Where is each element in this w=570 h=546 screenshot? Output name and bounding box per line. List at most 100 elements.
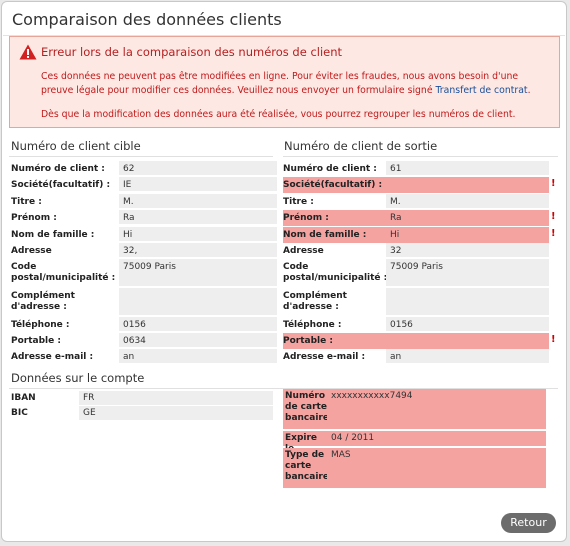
- account-source-label: Type de carte bancaire: [285, 450, 329, 482]
- source-field-value: M.: [386, 194, 549, 208]
- source-field-label: Titre :: [283, 197, 314, 207]
- target-field-value: 62: [119, 161, 277, 175]
- target-field-label: Code postal/municipalité :: [11, 262, 116, 283]
- source-field-value: 0156: [386, 317, 549, 331]
- error-box: Erreur lors de la comparaison des numéro…: [9, 36, 560, 128]
- source-field-value: Hi: [386, 227, 549, 241]
- account-target-value: FR: [79, 391, 273, 405]
- source-field-row: Numéro de client : 61: [283, 161, 549, 177]
- source-field-value: [386, 333, 549, 347]
- account-target-label: BIC: [11, 408, 28, 418]
- warning-icon: [19, 44, 37, 60]
- account-target-value: GE: [79, 406, 273, 420]
- target-field-value: 32,: [119, 243, 277, 257]
- target-field-value: 0634: [119, 333, 277, 347]
- source-field-value: 75009 Paris: [386, 259, 549, 286]
- source-field-row: Code postal/municipalité :75009 Paris: [283, 259, 549, 288]
- target-field-value: an: [119, 349, 277, 363]
- source-field-label: Société(facultatif) :: [283, 180, 383, 190]
- target-field-value: [119, 288, 277, 315]
- source-field-label: Complément d'adresse :: [283, 291, 347, 312]
- source-field-row: Adresse e-mail : an: [283, 349, 549, 365]
- target-field-row: Titre : M.: [11, 194, 277, 210]
- account-target-row: IBAN FR: [11, 391, 273, 406]
- source-field-value: [386, 177, 549, 191]
- error-message-end: .: [527, 84, 531, 96]
- target-field-value: M.: [119, 194, 277, 208]
- target-field-label: Adresse: [11, 246, 52, 256]
- target-field-label: Numéro de client :: [11, 164, 105, 174]
- account-source-value: xxxxxxxxxxx7494: [327, 389, 546, 428]
- target-field-label: Société(facultatif) :: [11, 180, 111, 190]
- target-field-label: Titre :: [11, 197, 42, 207]
- account-source-row: Numéro de carte bancaire xxxxxxxxxxx7494: [283, 389, 546, 429]
- target-field-label: Portable :: [11, 336, 61, 346]
- source-field-label: Code postal/municipalité :: [283, 262, 388, 283]
- source-field-label: Portable :: [283, 336, 333, 346]
- target-field-label: Adresse e-mail :: [11, 352, 94, 362]
- target-field-row: Numéro de client : 62: [11, 161, 277, 177]
- source-field-row: Complément d'adresse :: [283, 288, 549, 317]
- source-field-value: 32: [386, 243, 549, 257]
- source-heading: Numéro de client de sortie: [284, 139, 438, 153]
- source-field-row: Titre : M.: [283, 194, 549, 210]
- title-divider: [3, 35, 565, 36]
- target-field-value: Hi: [119, 227, 277, 241]
- target-field-row: Prénom : Ra: [11, 210, 277, 226]
- source-field-row: Portable :!: [283, 333, 556, 349]
- source-field-value: 61: [386, 161, 549, 175]
- account-source-row: Expire le04 / 2011: [283, 431, 546, 454]
- source-field-label: Téléphone :: [283, 320, 342, 330]
- dialog-title: Comparaison des données clients: [12, 10, 282, 29]
- account-source-label: Numéro de carte bancaire: [285, 391, 329, 423]
- target-field-row: Portable : 0634: [11, 333, 277, 349]
- account-divider: [9, 388, 558, 389]
- target-field-row: Nom de famille : Hi: [11, 227, 277, 243]
- source-field-row: Téléphone : 0156: [283, 317, 549, 333]
- error-message: Ces données ne peuvent pas être modifiée…: [41, 70, 553, 97]
- target-field-label: Nom de famille :: [11, 230, 95, 240]
- target-field-value: Ra: [119, 210, 277, 224]
- source-field-row: Nom de famille : Hi!: [283, 227, 556, 243]
- account-heading: Données sur le compte: [11, 371, 145, 385]
- source-field-value: an: [386, 349, 549, 363]
- target-field-row: Adresse e-mail : an: [11, 349, 277, 365]
- target-field-label: Prénom :: [11, 213, 57, 223]
- source-field-label: Prénom :: [283, 213, 329, 223]
- target-field-row: Téléphone : 0156: [11, 317, 277, 333]
- contract-transfer-link[interactable]: Transfert de contrat: [435, 84, 528, 96]
- target-divider: [9, 156, 273, 157]
- source-field-label: Nom de famille :: [283, 230, 367, 240]
- source-field-value: [386, 288, 549, 315]
- source-field-row: Adresse 32: [283, 243, 549, 259]
- mismatch-icon: !: [551, 334, 556, 345]
- error-title: Erreur lors de la comparaison des numéro…: [41, 45, 343, 59]
- error-message-text: Ces données ne peuvent pas être modifiée…: [41, 71, 519, 96]
- source-field-row: Société(facultatif) :!: [283, 177, 556, 193]
- mismatch-icon: !: [551, 211, 556, 222]
- target-field-label: Téléphone :: [11, 320, 70, 330]
- source-field-label: Adresse e-mail :: [283, 352, 366, 362]
- source-field-row: Prénom : Ra!: [283, 210, 556, 226]
- source-field-label: Numéro de client :: [283, 164, 377, 174]
- target-field-row: Complément d'adresse :: [11, 288, 277, 317]
- account-source-value: MAS: [327, 448, 546, 487]
- target-field-row: Code postal/municipalité :75009 Paris: [11, 259, 277, 288]
- target-field-value: 0156: [119, 317, 277, 331]
- source-field-label: Adresse: [283, 246, 324, 256]
- account-source-row: Type de carte bancaire MAS: [283, 448, 546, 488]
- target-heading: Numéro de client cible: [11, 139, 141, 153]
- account-source-value: 04 / 2011: [327, 431, 546, 445]
- mismatch-icon: !: [551, 228, 556, 239]
- target-field-label: Complément d'adresse :: [11, 291, 75, 312]
- target-field-value: IE: [119, 177, 277, 191]
- error-message-2: Dès que la modification des données aura…: [41, 109, 516, 120]
- target-field-value: 75009 Paris: [119, 259, 277, 286]
- target-field-row: Société(facultatif) : IE: [11, 177, 277, 193]
- account-target-row: BIC GE: [11, 406, 273, 421]
- mismatch-icon: !: [551, 178, 556, 189]
- account-target-label: IBAN: [11, 393, 36, 403]
- back-button[interactable]: Retour: [501, 513, 556, 533]
- target-field-row: Adresse 32,: [11, 243, 277, 259]
- source-divider: [283, 156, 558, 157]
